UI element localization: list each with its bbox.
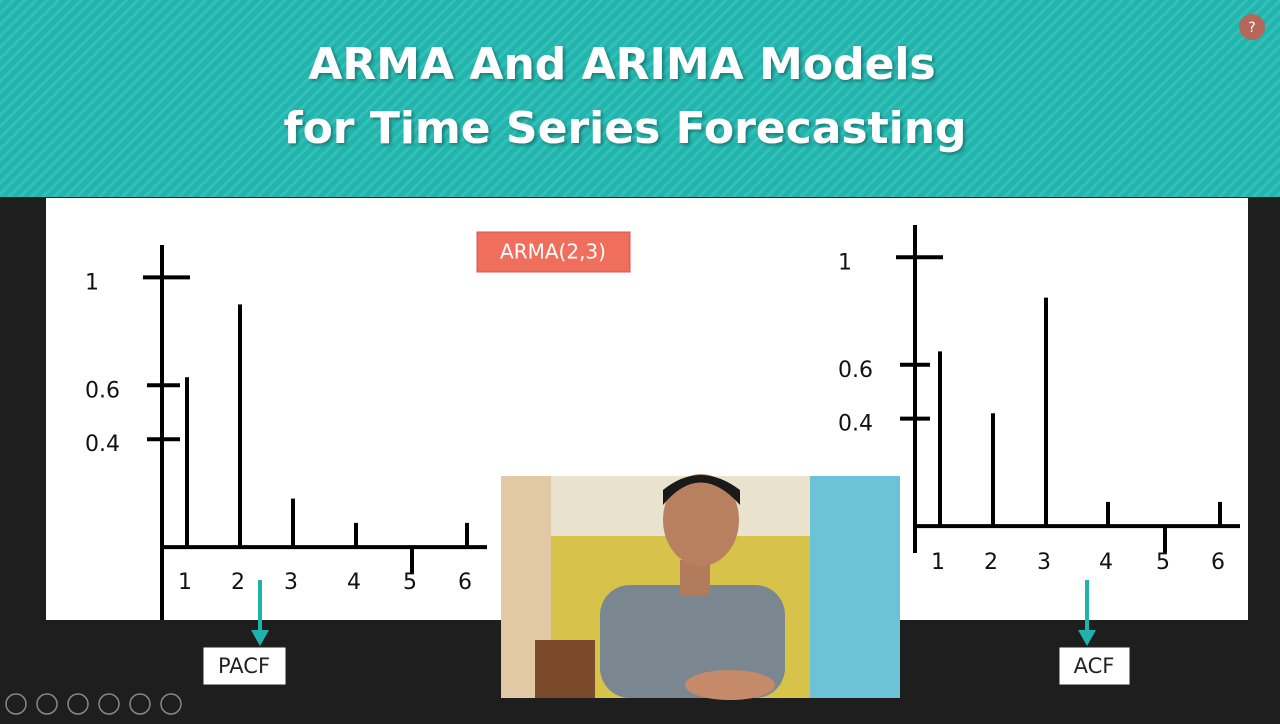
pen-button[interactable] <box>67 693 89 715</box>
more-button[interactable] <box>160 693 182 715</box>
y-tick-label: 1 <box>838 250 852 275</box>
slides-button[interactable] <box>98 693 120 715</box>
arrow <box>251 580 1096 646</box>
x-tick-label: 5 <box>403 570 417 595</box>
x-tick-label: 2 <box>984 550 998 575</box>
title: for Time Series Forecasting <box>283 103 966 154</box>
label-box <box>202 646 287 686</box>
webcam <box>501 474 900 700</box>
y-tick-label: 0.4 <box>85 432 120 457</box>
x-tick-label: 2 <box>231 570 245 595</box>
x-tick-label: 4 <box>1099 550 1113 575</box>
prev-button[interactable] <box>5 693 27 715</box>
chart-label: ACF <box>1074 654 1115 678</box>
charts: 0.4 0.6 1 1 2 3 4 5 6 0.4 0.6 1 1 2 3 4 5 6 <box>85 225 1240 620</box>
zoom-button[interactable] <box>129 693 151 715</box>
x-tick-label: 4 <box>347 570 361 595</box>
help-label: ? <box>1248 20 1255 36</box>
y-tick-label: 0.6 <box>85 378 120 403</box>
badge <box>476 231 631 273</box>
x-tick-label: 6 <box>1211 550 1225 575</box>
title: ARMA And ARIMA Models <box>308 39 935 90</box>
badge-label: ARMA(2,3) <box>500 240 606 264</box>
x-tick-label: 1 <box>178 570 192 595</box>
chart-label: PACF <box>218 654 270 678</box>
x-tick-label: 5 <box>1156 550 1170 575</box>
toolbar <box>5 693 182 715</box>
header-band <box>0 0 1280 197</box>
next-button[interactable] <box>36 693 58 715</box>
y-tick-label: 0.4 <box>838 412 873 437</box>
x-tick-label: 3 <box>284 570 298 595</box>
x-tick-label: 3 <box>1037 550 1051 575</box>
y-tick-label: 0.6 <box>838 358 873 383</box>
x-tick-label: 1 <box>931 550 945 575</box>
y-tick-label: 1 <box>85 270 99 295</box>
help-button[interactable] <box>1239 14 1265 40</box>
x-tick-label: 6 <box>458 570 472 595</box>
label-box <box>1058 646 1131 686</box>
